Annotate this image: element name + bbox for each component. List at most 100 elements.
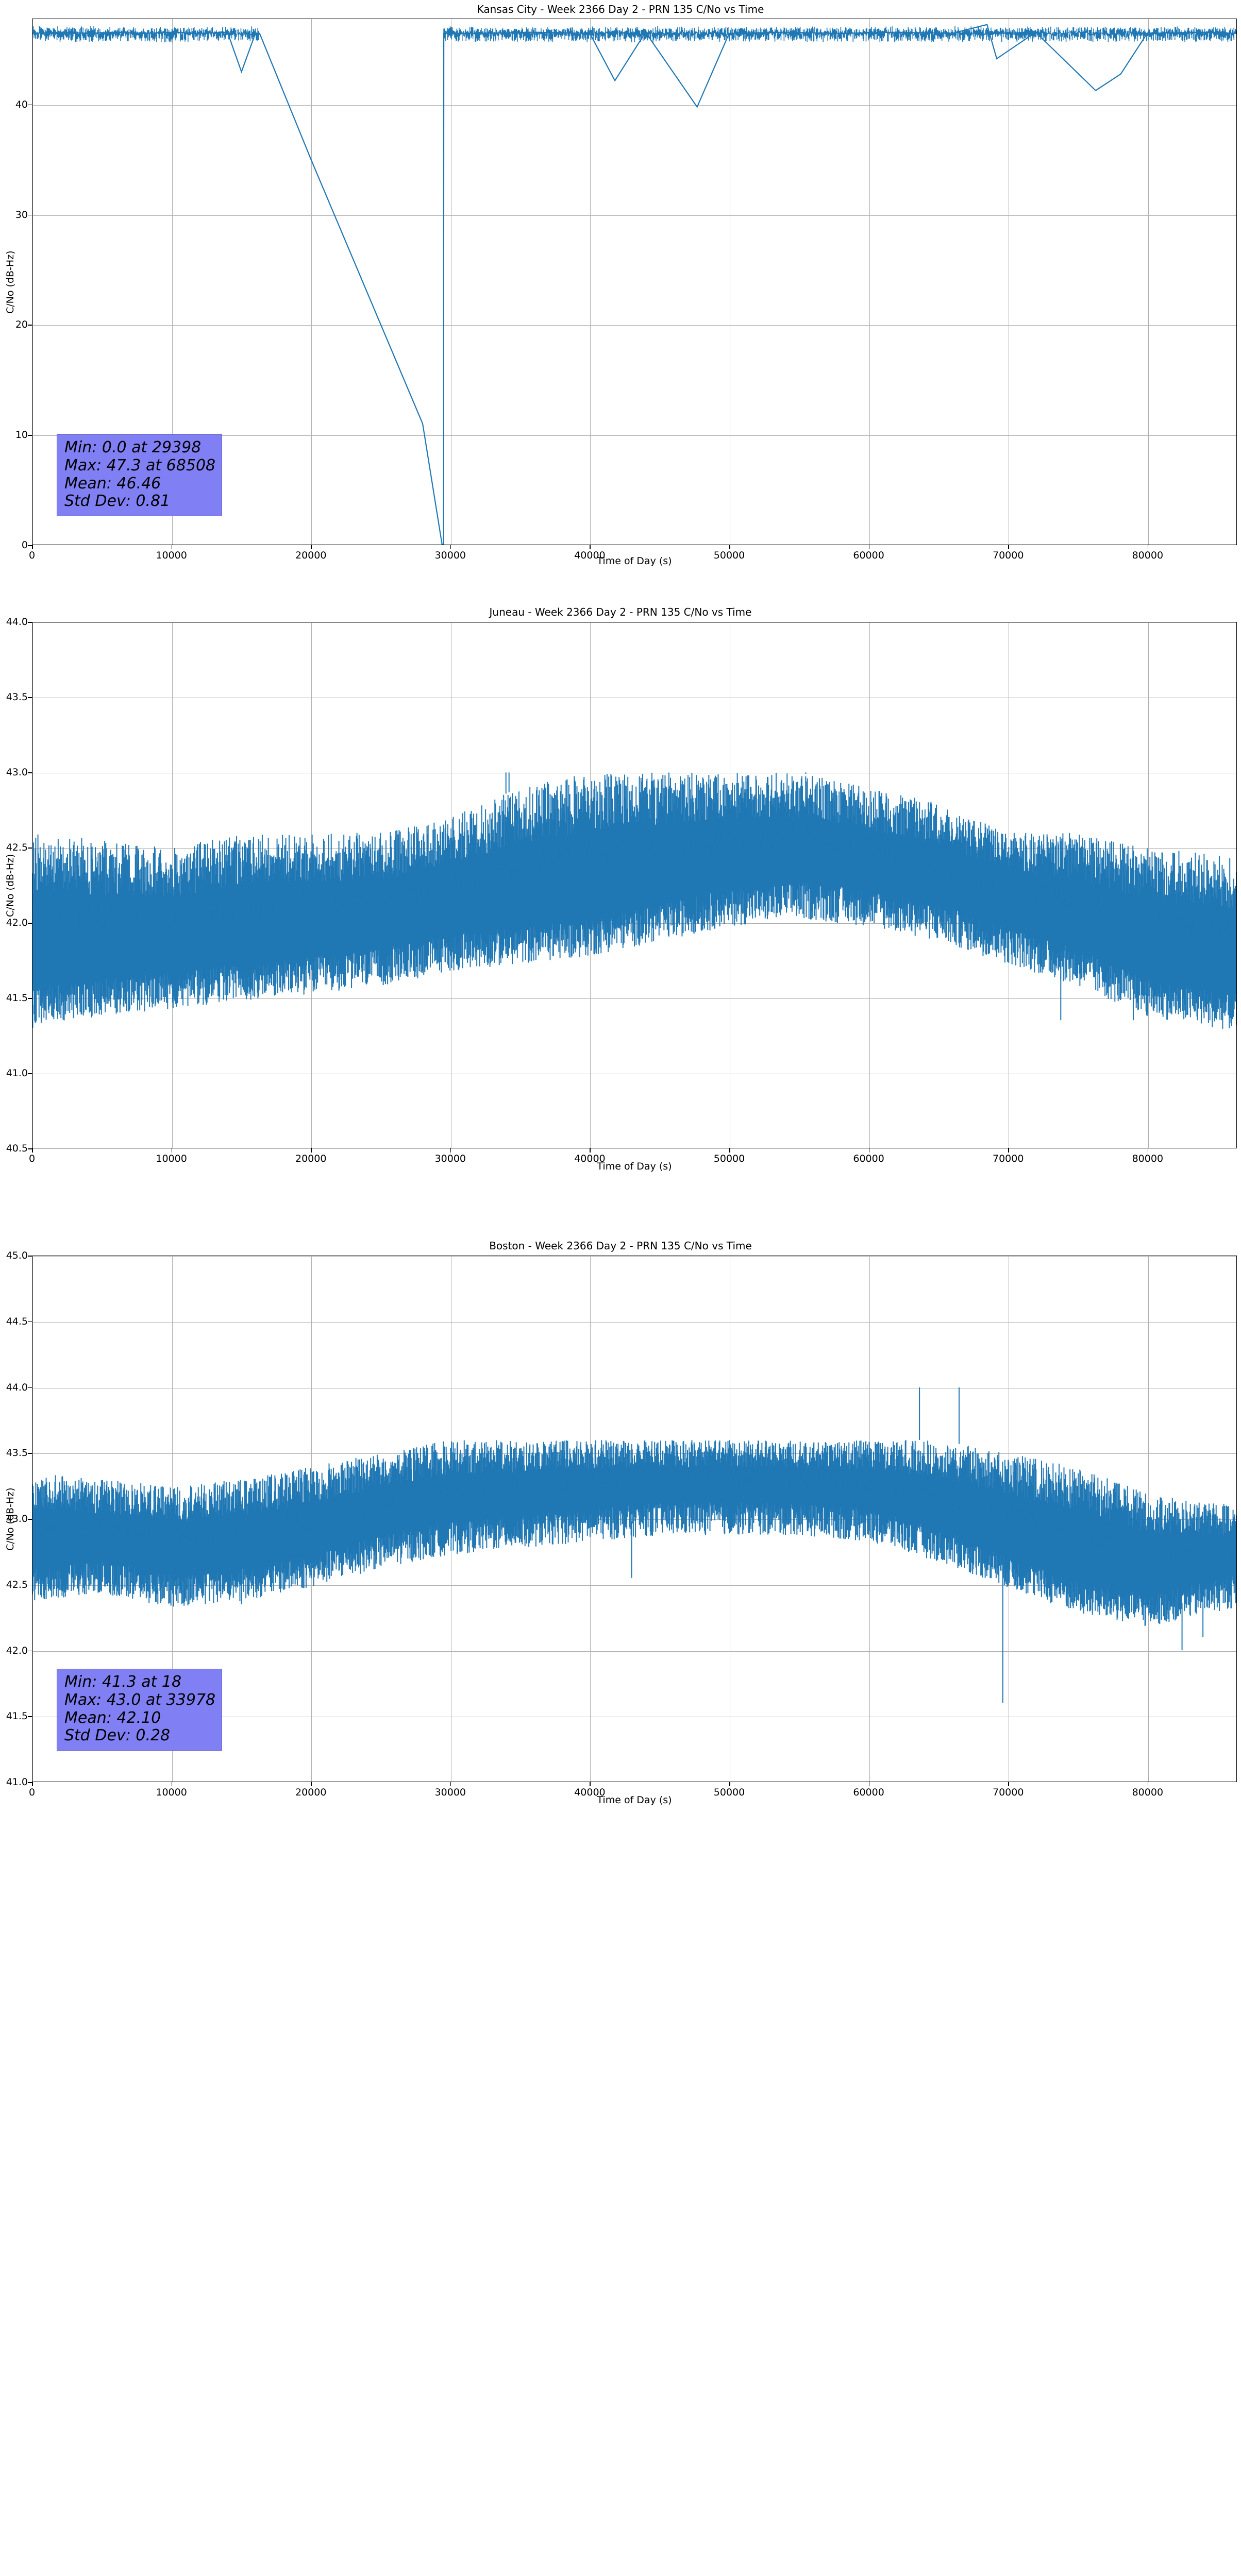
x-tick-label: 80000: [1132, 550, 1164, 561]
gridline-horizontal: [32, 1453, 1236, 1454]
x-tick-mark: [1147, 1148, 1149, 1153]
x-tick-mark: [450, 1782, 451, 1786]
y-tick-label: 42.5: [6, 842, 28, 853]
y-tick-mark: [28, 545, 32, 546]
y-tick-label: 0: [21, 539, 28, 551]
y-tick-mark: [28, 1782, 32, 1783]
y-tick-label: 40: [15, 98, 28, 110]
gridline-vertical: [869, 19, 870, 545]
y-tick-mark: [28, 104, 32, 106]
chart-title: Kansas City - Week 2366 Day 2 - PRN 135 …: [477, 3, 764, 15]
gridline-horizontal: [32, 435, 1236, 436]
x-tick-mark: [1008, 545, 1009, 549]
x-tick-label: 0: [28, 1153, 36, 1164]
x-axis-label: Time of Day (s): [597, 1161, 672, 1172]
y-tick-label: 42.0: [6, 1645, 28, 1656]
y-tick-mark: [28, 697, 32, 698]
x-tick-label: 50000: [713, 550, 745, 561]
gridline-vertical: [590, 19, 591, 545]
x-tick-mark: [1008, 1148, 1009, 1153]
plot-area: [32, 622, 1237, 1148]
stat-mean: Mean: 46.46: [64, 474, 161, 493]
plot-area: [32, 19, 1237, 545]
y-axis-label: C/No (dB-Hz): [5, 250, 16, 314]
y-tick-mark: [28, 848, 32, 849]
y-tick-label: 10: [15, 429, 28, 441]
y-tick-label: 45.0: [6, 1250, 28, 1261]
x-tick-mark: [729, 1782, 730, 1786]
y-tick-label: 30: [15, 209, 28, 221]
y-tick-label: 44.5: [6, 1315, 28, 1327]
x-tick-label: 50000: [713, 1153, 745, 1164]
x-tick-label: 10000: [156, 1153, 187, 1164]
x-tick-label: 70000: [992, 1787, 1024, 1798]
data-series-line: [32, 19, 1236, 545]
x-tick-mark: [311, 545, 312, 549]
x-tick-mark: [171, 545, 173, 549]
statistics-box: Min: 41.3 at 18 Max: 43.0 at 33978 Mean:…: [57, 1669, 223, 1751]
x-tick-mark: [590, 545, 591, 549]
gridline-vertical: [32, 19, 33, 545]
x-tick-label: 60000: [853, 1153, 884, 1164]
x-tick-mark: [171, 1782, 173, 1786]
gridline-vertical: [311, 19, 312, 545]
y-tick-mark: [28, 325, 32, 326]
gridline-horizontal: [32, 325, 1236, 326]
stat-min: Min: 0.0 at 29398: [64, 438, 202, 456]
x-tick-label: 60000: [853, 1787, 884, 1798]
x-tick-label: 40000: [574, 1153, 606, 1164]
x-tick-mark: [590, 1148, 591, 1153]
y-tick-label: 41.0: [6, 1067, 28, 1079]
x-tick-mark: [32, 1782, 33, 1786]
x-tick-label: 80000: [1132, 1787, 1164, 1798]
x-tick-mark: [32, 1148, 33, 1153]
y-tick-label: 42.0: [6, 917, 28, 928]
x-tick-label: 10000: [156, 1787, 187, 1798]
y-tick-label: 43.5: [6, 691, 28, 703]
y-tick-label: 44.0: [6, 1381, 28, 1393]
x-tick-label: 0: [28, 1787, 36, 1798]
y-tick-label: 41.5: [6, 992, 28, 1004]
x-tick-label: 20000: [295, 1787, 327, 1798]
y-tick-mark: [28, 1256, 32, 1257]
y-tick-mark: [28, 1073, 32, 1074]
y-tick-label: 42.5: [6, 1579, 28, 1590]
gridline-vertical: [172, 19, 173, 545]
x-tick-label: 70000: [992, 1153, 1024, 1164]
x-tick-mark: [311, 1782, 312, 1786]
y-tick-mark: [28, 435, 32, 436]
gridline-horizontal: [32, 1256, 1236, 1257]
y-tick-mark: [28, 1387, 32, 1388]
gridline-horizontal: [32, 215, 1236, 216]
y-tick-label: 40.5: [6, 1143, 28, 1154]
y-axis-label: C/No (dB-Hz): [5, 854, 16, 917]
x-tick-label: 10000: [156, 550, 187, 561]
y-tick-mark: [28, 622, 32, 623]
gridline-horizontal: [32, 998, 1236, 999]
x-tick-mark: [171, 1148, 173, 1153]
data-series-line: [32, 1256, 1236, 1782]
x-tick-label: 0: [28, 550, 36, 561]
x-tick-label: 40000: [574, 550, 606, 561]
statistics-box: Min: 0.0 at 29398 Max: 47.3 at 68508 Mea…: [57, 434, 223, 517]
y-tick-mark: [28, 923, 32, 924]
y-tick-label: 43.0: [6, 767, 28, 778]
x-tick-label: 50000: [713, 1787, 745, 1798]
x-tick-mark: [729, 545, 730, 549]
chart-panel-juneau: Juneau - Week 2366 Day 2 - PRN 135 C/No …: [0, 605, 1241, 1751]
data-series-line: [32, 622, 1236, 1148]
y-tick-label: 44.0: [6, 616, 28, 628]
y-tick-mark: [28, 1148, 32, 1149]
x-tick-label: 30000: [434, 1787, 466, 1798]
y-tick-mark: [28, 1716, 32, 1717]
x-tick-mark: [868, 1148, 870, 1153]
x-tick-label: 80000: [1132, 1153, 1164, 1164]
y-tick-mark: [28, 1453, 32, 1454]
stat-max: Max: 47.3 at 68508: [64, 456, 216, 474]
y-tick-mark: [28, 1584, 32, 1586]
y-tick-label: 43.0: [6, 1513, 28, 1524]
x-tick-mark: [1147, 1782, 1149, 1786]
stat-max: Max: 43.0 at 33978: [64, 1690, 216, 1709]
stat-mean: Mean: 42.10: [64, 1708, 161, 1727]
x-tick-mark: [868, 545, 870, 549]
